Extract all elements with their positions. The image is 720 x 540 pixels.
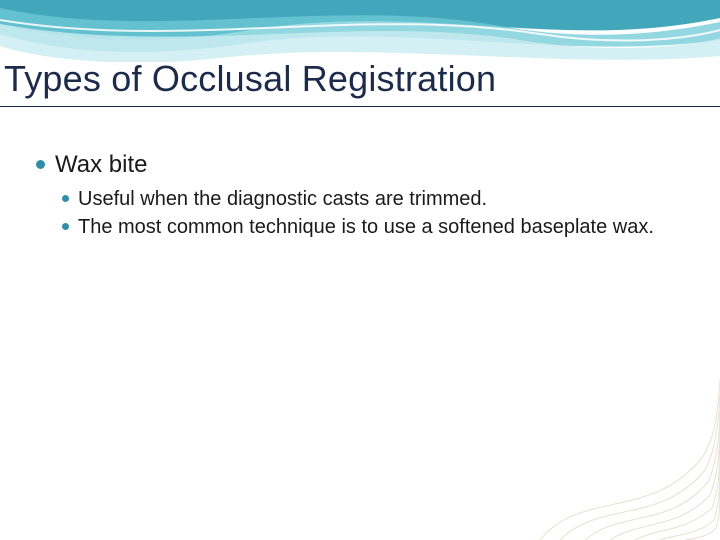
wave-band-light	[0, 24, 720, 62]
bullet-level1-text: Wax bite	[55, 150, 147, 180]
wave-band-mid	[0, 8, 720, 52]
wave-svg	[0, 0, 720, 62]
bullet-level1: Wax bite	[36, 150, 676, 180]
slide-title: Types of Occlusal Registration	[4, 58, 496, 100]
bullet-level2: The most common technique is to use a so…	[62, 214, 676, 240]
bullet-dot-icon	[62, 195, 69, 202]
flourish-svg	[500, 370, 720, 540]
bullet-dot-icon	[36, 160, 45, 169]
title-underline	[0, 106, 720, 107]
header-wave-decoration	[0, 0, 720, 62]
bullet-dot-icon	[62, 223, 69, 230]
flourish-lines	[540, 380, 720, 540]
content-area: Wax bite Useful when the diagnostic cast…	[36, 150, 676, 242]
corner-flourish	[500, 370, 720, 540]
wave-band-dark	[0, 0, 720, 40]
bullet-level2: Useful when the diagnostic casts are tri…	[62, 186, 676, 212]
wave-highlight	[0, 20, 720, 41]
bullet-level2-text: Useful when the diagnostic casts are tri…	[78, 186, 487, 212]
bullet-level2-text: The most common technique is to use a so…	[78, 214, 654, 240]
